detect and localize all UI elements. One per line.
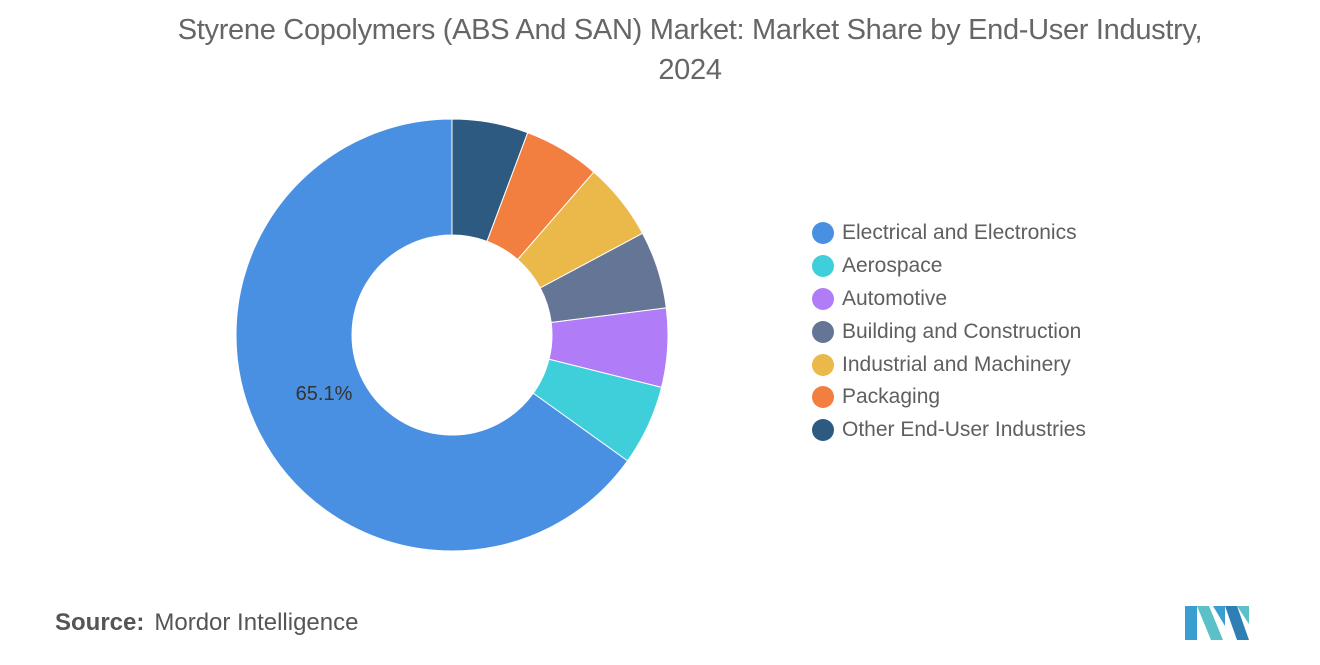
legend-item: Electrical and Electronics (812, 217, 1086, 250)
legend-swatch (812, 222, 834, 245)
slice-data-label: 65.1% (296, 383, 353, 405)
legend-label: Other End-User Industries (842, 418, 1086, 442)
legend-swatch (812, 386, 834, 409)
source-label: Source: (55, 609, 145, 636)
legend-swatch (812, 353, 834, 376)
legend-label: Aerospace (842, 254, 943, 278)
legend-label: Electrical and Electronics (842, 221, 1077, 245)
legend-item: Packaging (812, 381, 1086, 414)
legend-label: Building and Construction (842, 319, 1082, 343)
legend-label: Automotive (842, 286, 948, 310)
legend-item: Automotive (812, 283, 1086, 316)
legend-swatch (812, 320, 834, 343)
legend-item: Aerospace (812, 250, 1086, 283)
legend-item: Other End-User Industries (812, 414, 1086, 447)
donut-slice-electrical-and-electronics (235, 118, 629, 552)
legend-swatch (812, 419, 834, 442)
source-note: Source: Mordor Intelligence (55, 609, 358, 637)
legend-swatch (812, 255, 834, 278)
legend-swatch (812, 287, 834, 310)
source-value: Mordor Intelligence (154, 609, 359, 636)
legend-label: Packaging (842, 385, 941, 409)
mordor-intelligence-logo-icon (1185, 606, 1249, 640)
chart-legend: Electrical and Electronics Aerospace Autom… (812, 217, 1086, 447)
legend-label: Industrial and Machinery (842, 352, 1071, 376)
legend-item: Building and Construction (812, 315, 1086, 348)
chart-title: Styrene Copolymers (ABS And SAN) Market:… (177, 14, 1203, 86)
legend-item: Industrial and Machinery (812, 348, 1086, 381)
